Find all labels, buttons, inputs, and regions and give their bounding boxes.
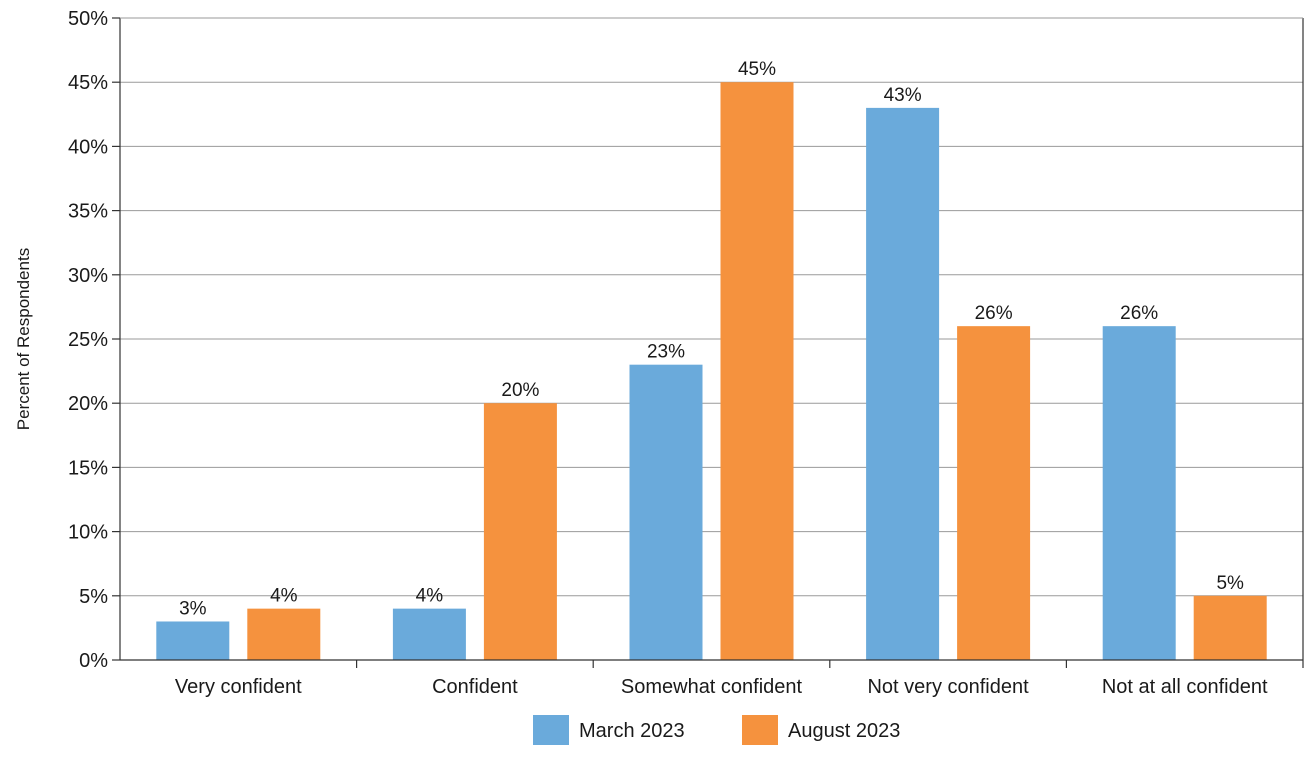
bar xyxy=(247,608,321,660)
y-tick-label: 15% xyxy=(68,457,108,479)
data-label: 26% xyxy=(1120,303,1158,324)
legend-swatch xyxy=(742,715,778,745)
data-label: 43% xyxy=(884,85,922,106)
y-tick-label: 0% xyxy=(79,650,108,672)
legend: March 2023 August 2023 xyxy=(533,715,900,745)
y-tick-label: 45% xyxy=(68,72,108,94)
bar xyxy=(866,107,940,660)
bars xyxy=(156,82,1267,660)
x-category-label: Not at all confident xyxy=(1102,676,1268,698)
bar xyxy=(1102,326,1176,660)
y-tick-label: 40% xyxy=(68,136,108,158)
bar xyxy=(720,82,794,660)
x-category-label: Not very confident xyxy=(867,676,1029,698)
y-tick-label: 5% xyxy=(79,586,108,608)
y-axis-ticks: 0% 5% 10% 15% 20% 25% 30% 35% 40% 45% 50% xyxy=(68,8,120,672)
y-tick-label: 50% xyxy=(68,8,108,30)
data-label: 5% xyxy=(1216,573,1244,594)
bar xyxy=(156,621,230,660)
y-tick-label: 35% xyxy=(68,201,108,223)
legend-label: August 2023 xyxy=(788,720,900,742)
x-category-label: Confident xyxy=(432,676,518,698)
x-axis-categories: Very confident Confident Somewhat confiden… xyxy=(175,660,1304,698)
bar xyxy=(392,608,466,660)
axes xyxy=(119,17,1304,661)
x-category-label: Somewhat confident xyxy=(621,676,803,698)
bar xyxy=(1193,595,1267,660)
y-tick-label: 25% xyxy=(68,329,108,351)
data-label: 45% xyxy=(738,59,776,80)
data-label: 23% xyxy=(647,342,685,363)
legend-swatch xyxy=(533,715,569,745)
x-category-label: Very confident xyxy=(175,676,302,698)
data-label: 4% xyxy=(270,586,298,607)
y-tick-label: 30% xyxy=(68,265,108,287)
legend-label: March 2023 xyxy=(579,720,685,742)
bar xyxy=(483,403,557,660)
data-label: 3% xyxy=(179,598,207,619)
y-tick-label: 20% xyxy=(68,393,108,415)
y-axis-title: Percent of Respondents xyxy=(14,248,33,430)
bar xyxy=(957,326,1031,660)
data-labels: 3% 4% 4% 20% 23% 45% 43% 26% 26% 5% xyxy=(179,59,1244,619)
bar xyxy=(629,364,703,660)
data-label: 20% xyxy=(501,380,539,401)
data-label: 26% xyxy=(975,303,1013,324)
data-label: 4% xyxy=(416,586,444,607)
y-tick-label: 10% xyxy=(68,522,108,544)
